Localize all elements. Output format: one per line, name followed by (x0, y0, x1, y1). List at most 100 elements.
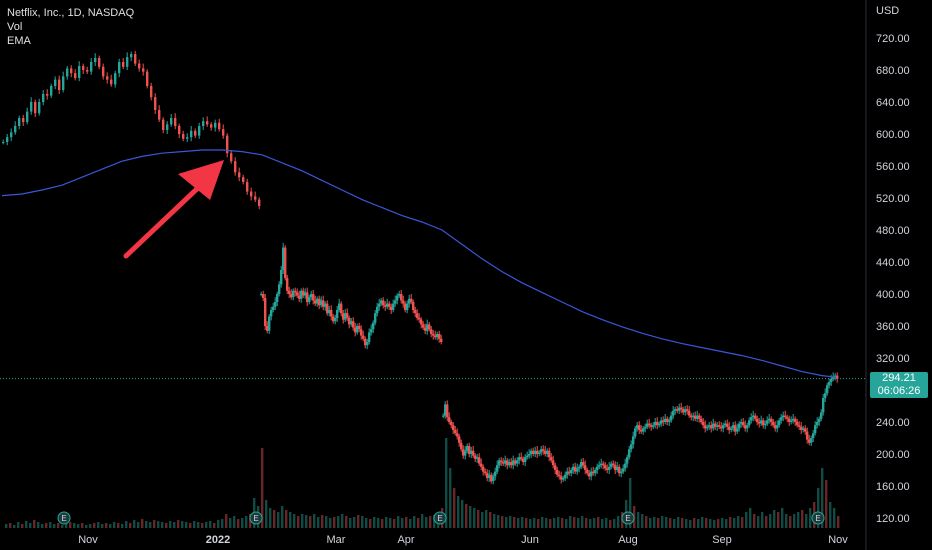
earnings-marker[interactable]: E (249, 511, 263, 525)
candle-body (624, 463, 627, 469)
earnings-marker-label: E (625, 514, 630, 523)
candle-body (652, 425, 655, 427)
candle-body (304, 292, 307, 296)
candle-body (138, 63, 141, 69)
candle-body (214, 122, 217, 128)
candle-body (546, 450, 549, 454)
volume-bar (237, 519, 240, 528)
candle-body (410, 298, 413, 302)
candle-body (412, 302, 415, 310)
volume-bar (225, 514, 228, 528)
volume-bar (837, 516, 840, 528)
candle-body (762, 420, 765, 426)
candle-body (780, 417, 783, 421)
candle-body (684, 409, 687, 413)
y-tick-label: 200.00 (876, 449, 910, 461)
volume-bar (481, 512, 484, 528)
candle-body (530, 450, 533, 454)
candle-body (482, 466, 485, 472)
candle-body (516, 460, 519, 464)
volume-bar (149, 522, 152, 528)
volume-bar (381, 519, 384, 528)
candle-body (706, 426, 709, 429)
candle-body (704, 425, 707, 429)
candle-body (692, 415, 695, 418)
candle-body (332, 316, 335, 322)
candle-body (126, 57, 129, 67)
candle-body (98, 58, 101, 67)
earnings-marker[interactable]: E (811, 511, 825, 525)
volume-bar (701, 517, 704, 528)
candle-body (292, 290, 295, 298)
earnings-marker[interactable]: E (57, 511, 71, 525)
earnings-marker-circle (57, 511, 71, 525)
candle-body (302, 290, 305, 296)
earnings-marker[interactable]: E (433, 511, 447, 525)
y-tick-label: 600.00 (876, 129, 910, 141)
volume-bar (749, 508, 752, 528)
legend-ema: EMA (7, 35, 31, 47)
volume-bar (669, 518, 672, 528)
candle-body (424, 327, 427, 331)
candle-body (664, 418, 667, 422)
legend: Netflix, Inc., 1D, NASDAQ Vol EMA (7, 6, 134, 48)
x-tick-label: Mar (327, 534, 346, 546)
candle-body (584, 465, 587, 470)
candle-body (818, 418, 821, 422)
candle-body (788, 418, 791, 422)
candle-body (430, 329, 433, 334)
candle-body (258, 199, 261, 206)
candle-body (380, 300, 383, 304)
volume-bar (825, 480, 828, 528)
volume-bar (549, 519, 552, 528)
volume-bar (521, 517, 524, 528)
volume-bar (773, 510, 776, 528)
candle-body (756, 418, 759, 422)
y-tick-label: 160.00 (876, 481, 910, 493)
volume-bar (609, 520, 612, 528)
y-tick-label: 440.00 (876, 257, 910, 269)
candle-body (390, 306, 393, 310)
candle-body (294, 290, 297, 293)
candle-body (90, 62, 93, 72)
candle-body (492, 476, 495, 482)
volume-bar (745, 512, 748, 528)
volume-bar (537, 519, 540, 528)
earnings-marker[interactable]: E (621, 511, 635, 525)
volume-bar (85, 525, 88, 528)
candle-body (374, 313, 377, 323)
candle-body (662, 420, 665, 422)
candle-body (736, 428, 739, 432)
candle-body (260, 294, 263, 295)
candle-body (778, 420, 781, 426)
candle-body (638, 425, 641, 430)
volume-bar (641, 514, 644, 528)
candle-body (110, 79, 113, 85)
candle-body (422, 324, 425, 328)
candle-body (222, 129, 225, 136)
candle-body (760, 420, 763, 424)
candle-body (834, 375, 837, 378)
volume-bar (509, 516, 512, 528)
candle-body (46, 94, 49, 96)
volume-bar (817, 488, 820, 528)
volume-bar (821, 468, 824, 528)
candle-body (350, 321, 353, 325)
candle-body (752, 415, 755, 418)
volume-bar (401, 518, 404, 528)
volume-bar (281, 506, 284, 528)
candle-body (586, 470, 589, 474)
earnings-marker-circle (621, 511, 635, 525)
candle-body (478, 457, 481, 464)
candle-body (444, 404, 447, 416)
candle-body (404, 303, 407, 310)
volume-bar (373, 517, 376, 528)
volume-bar (213, 523, 216, 528)
candle-body (642, 428, 645, 432)
candle-body (580, 462, 583, 467)
volume-bar (649, 518, 652, 528)
candle-body (720, 426, 723, 429)
volume-bar (457, 496, 460, 528)
candle-body (426, 324, 429, 331)
